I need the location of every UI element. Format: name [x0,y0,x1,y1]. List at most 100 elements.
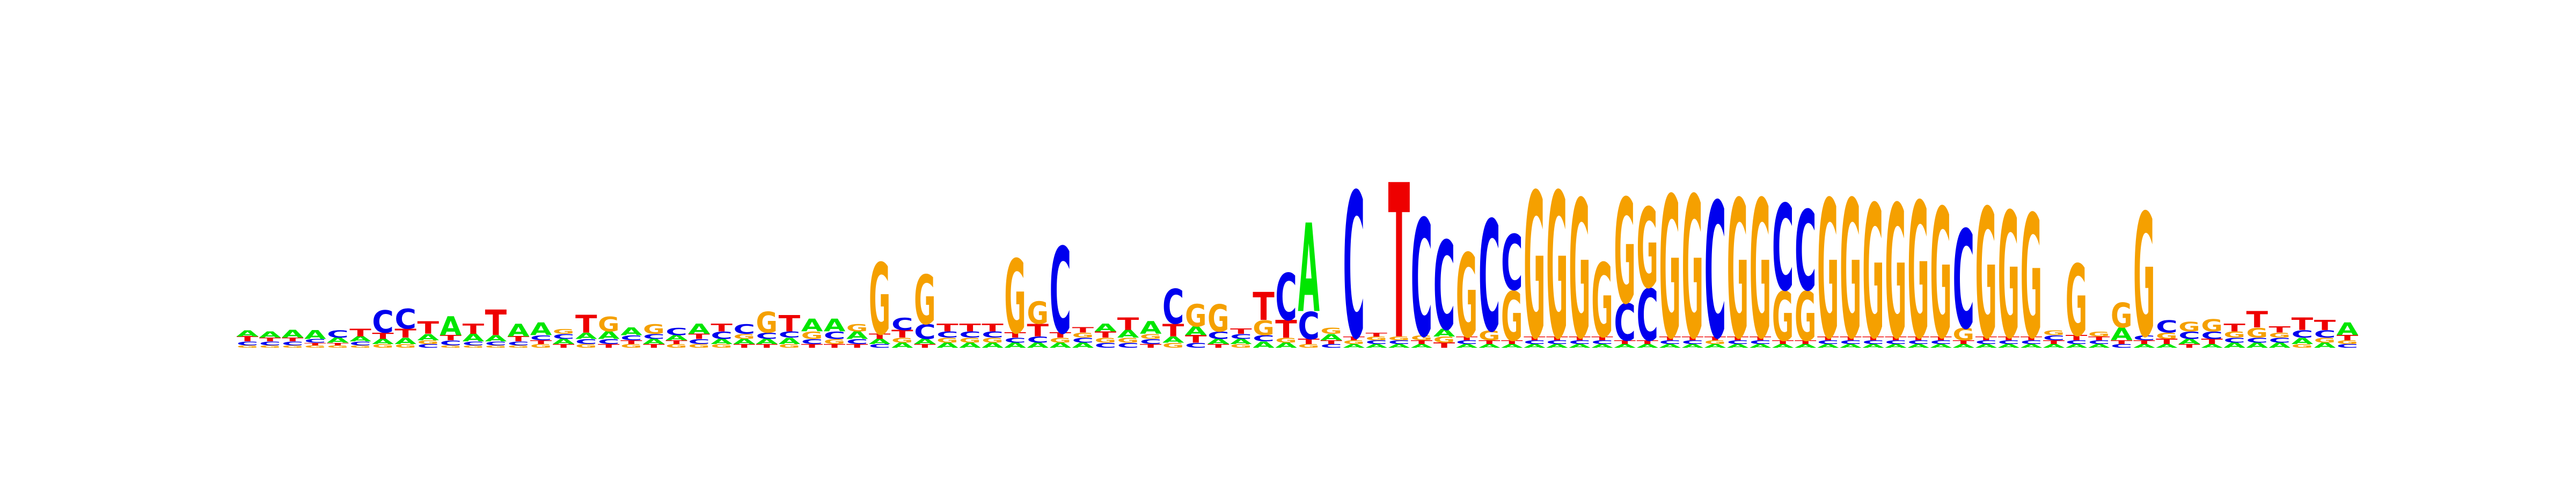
logo-letter-T-pos-71: T [1817,335,1839,341]
logo-letter-C-pos-86: C [2156,317,2178,336]
logo-letter-C-pos-85: C [2133,334,2155,342]
logo-letter-C-pos-93: C [2314,328,2336,340]
logo-letter-G-pos-92: G [2292,343,2313,349]
logo-letter-C-pos-52: C [1388,339,1410,345]
logo-letter-C-pos-30: C [891,314,913,334]
logo-letter-T-pos-19: T [643,343,665,349]
logo-letter-G-pos-69: G [1772,277,1794,356]
logo-letter-T-pos-37: T [1050,331,1072,339]
logo-letter-G-pos-61: G [1591,243,1613,361]
logo-letter-C-pos-43: C [1185,342,1207,349]
logo-letter-A-pos-89: A [2223,341,2245,349]
logo-letter-T-pos-28: T [846,343,868,349]
logo-letter-C-pos-18: C [620,334,642,342]
logo-letter-A-pos-90: A [2246,341,2268,349]
logo-letter-A-pos-33: A [959,341,981,349]
logo-letter-A-pos-11: A [463,332,485,345]
logo-letter-A-pos-35: A [1004,341,1026,349]
logo-letter-T-pos-26: T [801,343,823,349]
logo-letter-T-pos-63: T [1636,339,1658,345]
logo-letter-C-pos-35: C [1004,336,1026,344]
logo-letter-A-pos-34: A [982,341,1004,349]
logo-letter-A-pos-93: A [2314,341,2336,349]
logo-letter-C-pos-54: C [1433,216,1455,357]
logo-letter-C-pos-17: C [598,338,620,346]
logo-letter-C-pos-45: C [1230,333,1252,340]
logo-letter-G-pos-1: G [237,345,258,348]
logo-letter-T-pos-64: T [1659,335,1681,341]
logo-letter-G-pos-83: G [2088,331,2110,338]
logo-letter-G-pos-21: G [688,343,709,349]
logo-letter-A-pos-43: A [1185,324,1208,338]
logo-letter-G-pos-77: G [1953,325,1974,345]
logo-letter-G-pos-32: G [936,336,958,344]
logo-letter-C-pos-46: C [1253,334,1275,344]
logo-letter-A-pos-64: A [1659,343,1681,349]
logo-letter-G-pos-19: G [643,322,664,338]
logo-letter-T-pos-55: T [1456,335,1478,341]
logo-letter-C-pos-3: C [282,341,304,347]
logo-letter-T-pos-70: T [1795,339,1817,345]
logo-letter-A-pos-75: A [1907,343,1929,349]
logo-letter-G-pos-56: G [1479,328,1500,343]
logo-letter-C-pos-13: C [508,341,530,347]
logo-letter-A-pos-3: A [282,328,304,340]
logo-letter-C-pos-88: C [2201,330,2223,341]
logo-letter-C-pos-89: C [2223,336,2245,344]
logo-letter-G-pos-50: G [1343,339,1364,345]
logo-letter-T-pos-29: T [869,333,891,341]
logo-letter-G-pos-8: G [394,343,416,349]
logo-letter-G-pos-91: G [2269,332,2290,339]
logo-letter-G-pos-58: G [1524,152,1545,384]
logo-letter-A-pos-41: A [1140,318,1162,338]
logo-letter-A-pos-36: A [1027,341,1049,349]
logo-letter-A-pos-79: A [1998,343,2020,349]
logo-letter-T-pos-82: T [2066,334,2088,342]
logo-letter-T-pos-47: T [1275,316,1297,343]
logo-letter-G-pos-34: G [982,336,1003,344]
logo-letter-A-pos-10: A [440,311,462,341]
logo-letter-A-pos-24: A [756,338,778,346]
logo-letter-A-pos-16: A [575,331,597,341]
logo-letter-C-pos-15: C [553,333,575,340]
logo-letter-A-pos-72: A [1840,343,1862,349]
logo-letter-T-pos-7: T [372,331,394,341]
logo-letter-C-pos-71: C [1817,339,1839,345]
logo-letter-T-pos-23: T [733,343,755,349]
logo-letter-A-pos-29: A [869,338,891,346]
logo-letter-G-pos-75: G [1907,165,1929,381]
logo-letter-T-pos-22: T [711,322,733,334]
logo-letter-C-pos-47: C [1275,261,1297,335]
logo-letter-G-pos-57: G [1501,277,1523,356]
logo-letter-T-pos-92: T [2292,314,2314,334]
logo-letter-C-pos-82: C [2066,339,2088,345]
logo-letter-T-pos-33: T [959,322,981,334]
logo-letter-A-pos-18: A [620,326,642,338]
logo-letter-T-pos-85: T [2133,339,2155,345]
logo-letter-G-pos-38: G [1072,332,1094,339]
logo-letter-G-pos-42: G [1162,342,1184,349]
logo-letter-T-pos-18: T [620,339,642,345]
logo-letter-C-pos-58: C [1524,339,1546,345]
logo-letter-T-pos-72: T [1840,335,1862,341]
logo-letter-A-pos-26: A [801,316,823,335]
logo-letter-C-pos-14: C [530,334,552,342]
logo-letter-C-pos-67: C [1727,339,1749,345]
logo-letter-T-pos-51: T [1366,332,1388,338]
logo-letter-A-pos-48: A [1298,199,1320,340]
logo-letter-G-pos-59: G [1546,152,1568,384]
logo-letter-C-pos-21: C [688,338,710,346]
logo-letter-G-pos-27: G [824,338,845,346]
logo-letter-A-pos-23: A [733,338,755,346]
logo-letter-C-pos-41: C [1140,338,1162,346]
logo-letter-G-pos-9: G [417,339,438,345]
logo-letter-C-pos-19: C [643,333,665,340]
logo-letter-T-pos-30: T [891,328,913,340]
logo-letter-T-pos-12: T [485,303,507,343]
logo-letter-C-pos-78: C [1975,339,1997,345]
logo-letter-G-pos-68: G [1750,161,1771,381]
logo-letter-T-pos-32: T [936,322,958,334]
logo-letter-G-pos-82: G [2066,244,2087,358]
logo-letter-T-pos-68: T [1750,335,1772,341]
